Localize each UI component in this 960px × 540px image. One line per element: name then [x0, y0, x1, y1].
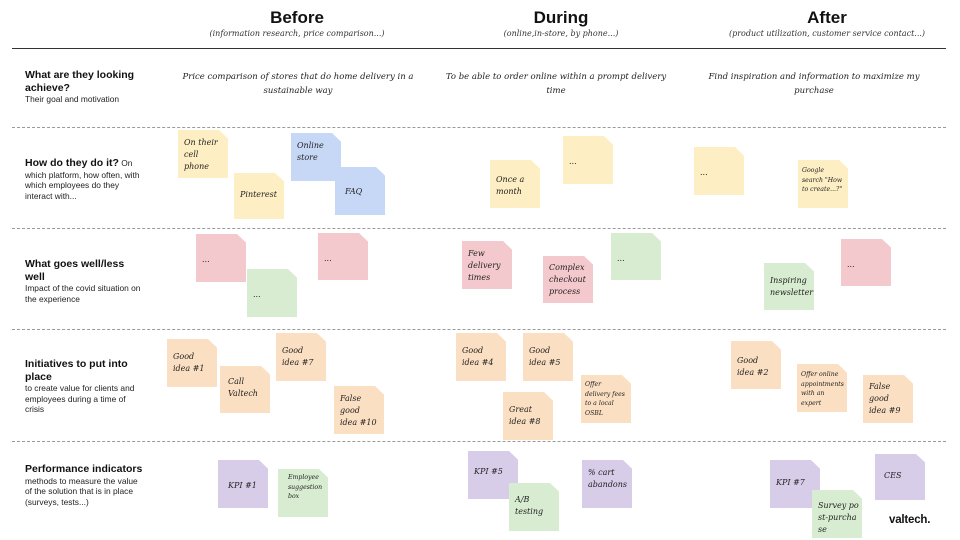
sticky-note[interactable]: ...: [563, 136, 613, 184]
column-header-before: Before (information research, price comp…: [177, 8, 417, 38]
sticky-note[interactable]: ...: [611, 233, 661, 280]
sticky-note[interactable]: False good idea #9: [863, 375, 913, 423]
valtech-logo: valtech.: [889, 514, 931, 526]
column-subtitle: (online,in-store, by phone...): [503, 29, 619, 38]
sticky-note[interactable]: False good idea #10: [334, 386, 384, 434]
column-header-after: After (product utilization, customer ser…: [707, 8, 947, 38]
header-divider: [12, 48, 946, 49]
column-title: Before: [270, 8, 324, 27]
row-label-kpi: Performance indicators methods to measur…: [25, 463, 145, 507]
row-label-initiatives: Initiatives to put into place to create …: [25, 358, 145, 415]
sticky-note[interactable]: Google search "How to create...?": [798, 160, 848, 208]
row-title: Performance indicators: [25, 463, 143, 475]
row-label-how: How do they do it? On which platform, ho…: [25, 157, 145, 201]
row-title: Initiatives to put into place: [25, 358, 128, 383]
goal-before: Price comparison of stores that do home …: [182, 72, 414, 96]
row-divider: [12, 127, 946, 128]
sticky-note[interactable]: Good idea #7: [276, 333, 326, 381]
row-label-well: What goes well/less well Impact of the c…: [25, 258, 145, 304]
row-divider: [12, 228, 946, 229]
sticky-note[interactable]: FAQ: [335, 167, 385, 215]
sticky-note[interactable]: A/B testing: [509, 483, 559, 531]
sticky-note[interactable]: Survey post-purchase: [812, 490, 862, 538]
sticky-note[interactable]: Employee suggestion box: [278, 469, 328, 517]
sticky-note[interactable]: % cart abandons: [582, 460, 632, 508]
sticky-note[interactable]: KPI #1: [218, 460, 268, 508]
column-title: During: [533, 8, 589, 27]
column-header-during: During (online,in-store, by phone...): [441, 8, 681, 38]
sticky-note[interactable]: Complex checkout process: [543, 256, 593, 303]
sticky-note[interactable]: ...: [318, 233, 368, 280]
sticky-note[interactable]: KPI #7: [770, 460, 820, 508]
row-description: On which platform, how often, with which…: [25, 158, 140, 201]
sticky-note[interactable]: ...: [841, 239, 891, 286]
sticky-note[interactable]: Offer delivery fees to a local OSBL: [581, 375, 631, 423]
row-divider: [12, 329, 946, 330]
row-title: What goes well/less well: [25, 258, 125, 283]
row-divider: [12, 441, 946, 442]
sticky-note[interactable]: Inspiring newsletter: [764, 263, 814, 310]
sticky-note[interactable]: Good idea #2: [731, 341, 781, 389]
sticky-note[interactable]: Good idea #5: [523, 333, 573, 381]
sticky-note[interactable]: ...: [196, 234, 246, 282]
row-description: methods to measure the value of the solu…: [25, 475, 138, 507]
sticky-note[interactable]: Offer online appointments with an expert: [797, 364, 847, 412]
sticky-note[interactable]: Good idea #1: [167, 339, 217, 387]
row-label-goal: What are they looking achieve? Their goa…: [25, 69, 145, 105]
sticky-note[interactable]: On their cell phone: [178, 130, 228, 178]
row-title: How do they do it?: [25, 157, 119, 169]
row-description: Impact of the covid situation on the exp…: [25, 283, 141, 304]
sticky-note[interactable]: Pinterest: [234, 173, 284, 219]
sticky-note[interactable]: Few delivery times: [462, 241, 512, 289]
sticky-note[interactable]: Once a month: [490, 160, 540, 208]
column-title: After: [807, 8, 847, 27]
sticky-note[interactable]: CES: [875, 454, 925, 500]
column-subtitle: (product utilization, customer service c…: [728, 29, 926, 38]
sticky-note[interactable]: ...: [694, 147, 744, 195]
sticky-note[interactable]: Online store: [291, 133, 341, 181]
row-description: to create value for clients and employee…: [25, 383, 135, 414]
sticky-note[interactable]: Great idea #8: [503, 392, 553, 440]
column-subtitle: (information research, price comparison.…: [209, 29, 385, 38]
sticky-note[interactable]: Good idea #4: [456, 333, 506, 381]
sticky-note[interactable]: Call Valtech: [220, 366, 270, 413]
row-description: Their goal and motivation: [25, 94, 120, 104]
goal-during: To be able to order online within a prom…: [445, 72, 667, 96]
sticky-note[interactable]: ...: [247, 269, 297, 317]
row-title: What are they looking achieve?: [25, 69, 135, 94]
goal-after: Find inspiration and information to maxi…: [708, 72, 920, 96]
